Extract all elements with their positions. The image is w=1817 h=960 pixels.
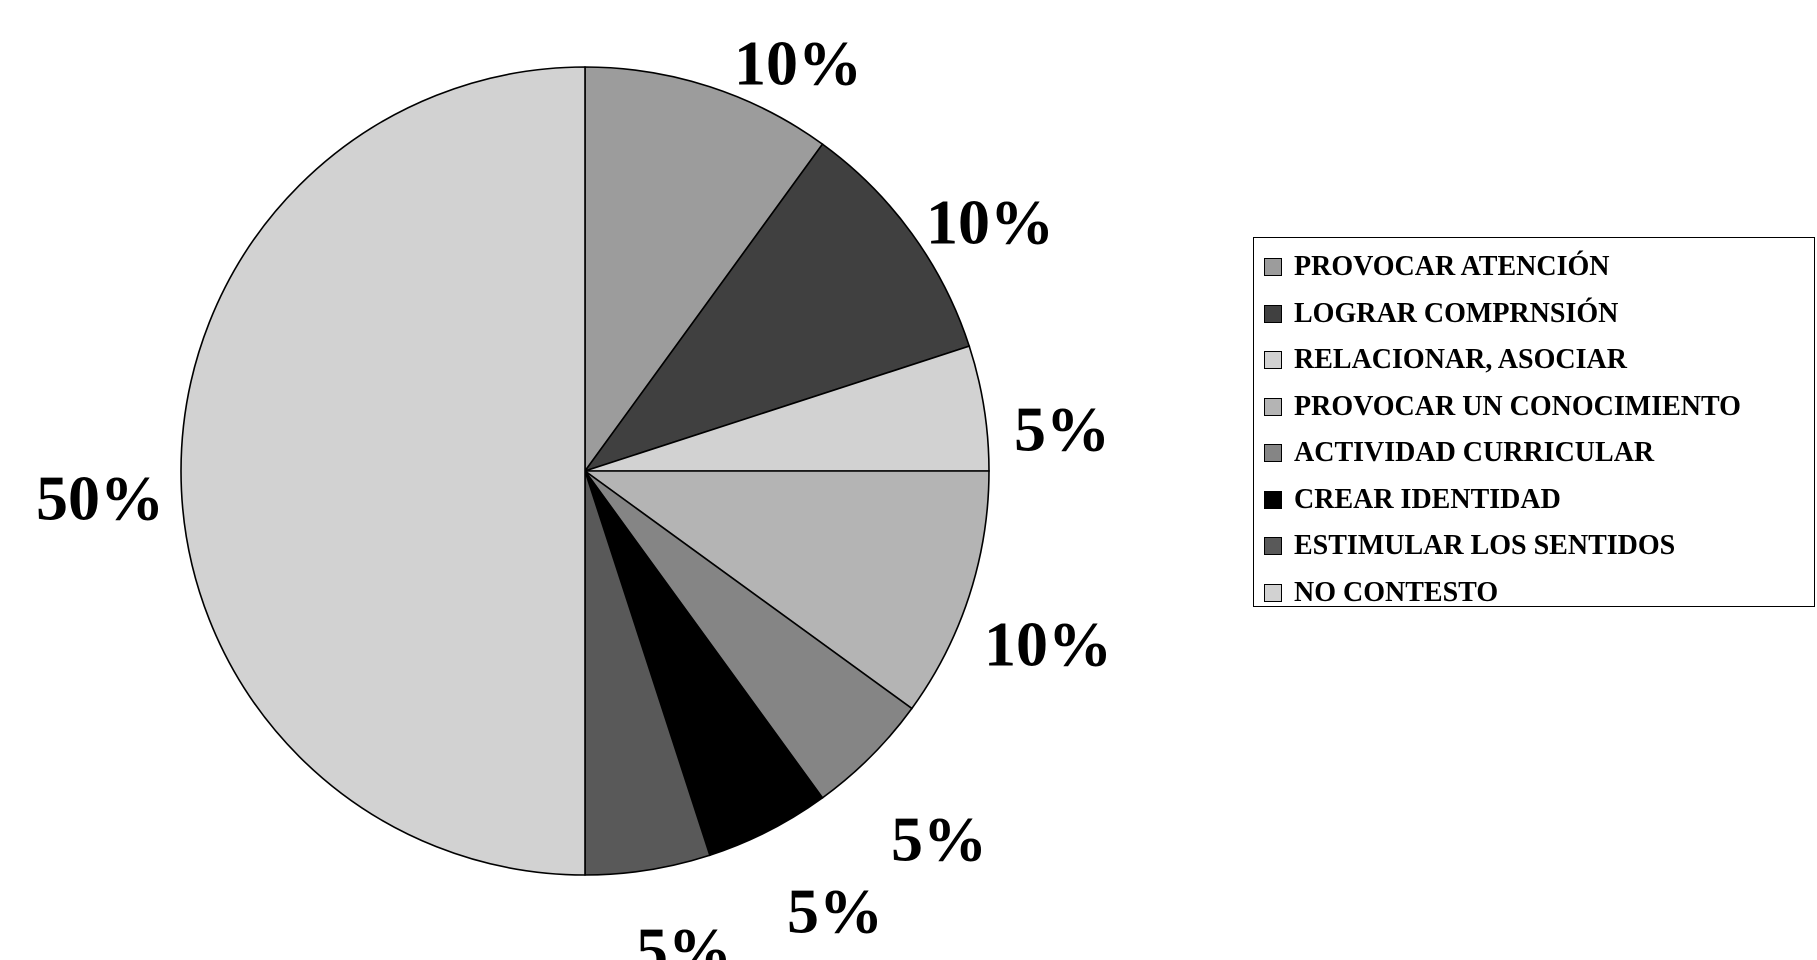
legend-label: NO CONTESTO <box>1294 576 1499 608</box>
legend-swatch <box>1264 397 1282 416</box>
legend-label: RELACIONAR, ASOCIAR <box>1294 344 1627 375</box>
legend-swatch <box>1264 583 1282 602</box>
legend-item-4: PROVOCAR UN CONOCIMIENTO <box>1264 384 1741 430</box>
legend-label: ACTIVIDAD CURRICULAR <box>1294 437 1655 468</box>
legend-item-1: PROVOCAR ATENCIÓN <box>1264 244 1610 290</box>
legend-item-7: ESTIMULAR LOS SENTIDOS <box>1264 523 1675 569</box>
pie-slice-2 <box>582 143 971 473</box>
legend-swatch <box>1264 258 1282 276</box>
legend-item-2: LOGRAR COMPRNSIÓN <box>1264 291 1618 337</box>
legend-item-8: NO CONTESTO <box>1264 570 1498 616</box>
slice-percent-label-5: 5% <box>891 804 987 875</box>
legend-swatch <box>1264 490 1282 509</box>
pie-slice-1 <box>584 66 824 474</box>
legend-item-3: RELACIONAR, ASOCIAR <box>1264 337 1627 383</box>
slice-percent-label-1: 10% <box>734 28 862 99</box>
legend-item-5: ACTIVIDAD CURRICULAR <box>1264 430 1654 476</box>
legend-item-6: CREAR IDENTIDAD <box>1264 477 1561 523</box>
slice-percent-label-8: 50% <box>36 463 164 534</box>
legend-label: LOGRAR COMPRNSIÓN <box>1294 297 1619 329</box>
legend-swatch <box>1264 444 1282 462</box>
legend-label: PROVOCAR UN CONOCIMIENTO <box>1294 390 1741 422</box>
slice-percent-label-6: 5% <box>787 876 883 947</box>
slice-percent-label-7: 5% <box>636 915 732 960</box>
legend-label: ESTIMULAR LOS SENTIDOS <box>1294 530 1676 561</box>
slice-percent-label-3: 5% <box>1014 394 1110 465</box>
pie-slice-4 <box>582 470 990 710</box>
legend-label: PROVOCAR ATENCIÓN <box>1294 251 1610 282</box>
legend: PROVOCAR ATENCIÓN LOGRAR COMPRNSIÓN RELACI… <box>1253 237 1815 608</box>
legend-swatch <box>1264 351 1282 369</box>
slice-percent-label-2: 10% <box>926 187 1054 258</box>
legend-swatch <box>1264 304 1282 323</box>
slice-percent-label-4: 10% <box>984 609 1112 680</box>
legend-label: CREAR IDENTIDAD <box>1294 483 1561 515</box>
legend-swatch <box>1264 537 1282 555</box>
pie-slice-8 <box>180 66 586 876</box>
